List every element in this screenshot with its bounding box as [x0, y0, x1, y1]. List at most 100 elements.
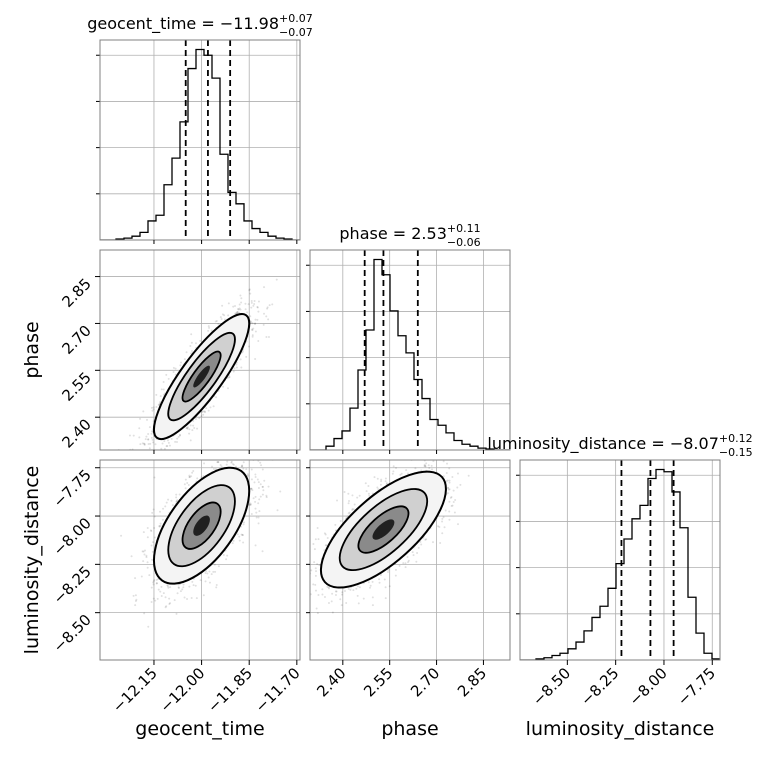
sample-point: [276, 509, 279, 512]
sample-point: [191, 429, 194, 432]
sample-point: [238, 434, 240, 436]
sample-point: [176, 592, 179, 595]
sample-point: [221, 313, 224, 316]
sample-point: [250, 321, 253, 324]
sample-point: [162, 388, 165, 391]
sample-point: [198, 417, 201, 420]
sample-point: [151, 409, 154, 412]
sample-point: [446, 492, 449, 495]
sample-point: [388, 585, 391, 588]
sample-point: [138, 456, 140, 458]
sample-point: [448, 479, 451, 482]
sample-point: [252, 327, 255, 330]
sample-point: [367, 581, 370, 584]
sample-point: [187, 484, 190, 487]
sample-point: [156, 597, 159, 600]
sample-point: [262, 489, 265, 492]
sample-point: [357, 602, 360, 605]
sample-point: [340, 604, 343, 607]
sample-point: [202, 594, 205, 597]
sample-point: [303, 603, 305, 605]
sample-point: [159, 395, 162, 398]
sample-point: [369, 584, 372, 587]
sample-point: [190, 352, 193, 355]
sample-point: [355, 587, 358, 590]
sample-point: [343, 590, 346, 593]
sample-point: [290, 573, 292, 575]
sample-point: [231, 462, 234, 465]
sample-point: [154, 443, 157, 446]
sample-point: [146, 566, 149, 569]
sample-point: [246, 311, 249, 314]
sample-point: [317, 538, 320, 541]
sample-point: [303, 572, 305, 574]
sample-point: [316, 612, 319, 615]
sample-point: [255, 511, 258, 514]
sample-point: [323, 596, 326, 599]
sample-point: [420, 543, 423, 546]
sample-point: [239, 308, 242, 311]
sample-point: [226, 460, 229, 463]
sample-point: [314, 538, 317, 541]
sample-point: [216, 461, 219, 464]
sample-point: [341, 591, 344, 594]
sample-point: [132, 434, 135, 437]
sample-point: [232, 456, 234, 458]
sample-point: [209, 406, 212, 409]
sample-point: [148, 574, 151, 577]
sample-point: [241, 350, 244, 353]
sample-point: [187, 426, 190, 429]
sample-point: [177, 586, 180, 589]
sample-point: [394, 568, 397, 571]
sample-point: [249, 487, 252, 490]
sample-point: [170, 437, 173, 440]
sample-point: [356, 496, 359, 499]
sample-point: [378, 581, 381, 584]
sample-point: [188, 475, 191, 478]
sample-point: [158, 401, 161, 404]
sample-point: [234, 465, 237, 468]
sample-point: [176, 499, 179, 502]
sample-point: [185, 427, 188, 430]
sample-point: [448, 510, 451, 513]
sample-point: [451, 475, 454, 478]
sample-point: [223, 318, 226, 321]
sample-point: [265, 494, 268, 497]
sample-point: [152, 406, 155, 409]
sample-point: [207, 329, 210, 332]
sample-point: [242, 461, 245, 464]
sample-point: [155, 451, 157, 453]
sample-point: [194, 342, 197, 345]
sample-point: [150, 601, 153, 604]
sample-point: [147, 442, 150, 445]
sample-point: [183, 358, 186, 361]
sample-point: [217, 461, 220, 464]
sample-point: [302, 594, 304, 596]
sample-point: [219, 456, 221, 458]
sample-point: [353, 508, 356, 511]
title-plus: +0.12: [719, 432, 753, 445]
sample-point: [232, 370, 235, 373]
sample-point: [236, 533, 239, 536]
sample-point: [376, 477, 379, 480]
sample-point: [223, 314, 226, 317]
sample-point: [242, 467, 245, 470]
sample-point: [454, 499, 457, 502]
panel-frame: [99, 39, 301, 241]
sample-point: [143, 612, 146, 615]
sample-point: [205, 407, 208, 410]
sample-point: [267, 485, 270, 488]
sample-point: [225, 558, 228, 561]
sample-point: [208, 581, 211, 584]
sample-point: [182, 586, 185, 589]
sample-point: [155, 582, 158, 585]
sample-point: [256, 318, 259, 321]
sample-point: [151, 438, 154, 441]
sample-point: [134, 599, 137, 602]
sample-point: [314, 589, 317, 592]
sample-point: [147, 478, 149, 480]
sample-point: [384, 597, 387, 600]
sample-point: [356, 585, 359, 588]
sample-point: [196, 427, 199, 430]
sample-point: [138, 427, 141, 430]
